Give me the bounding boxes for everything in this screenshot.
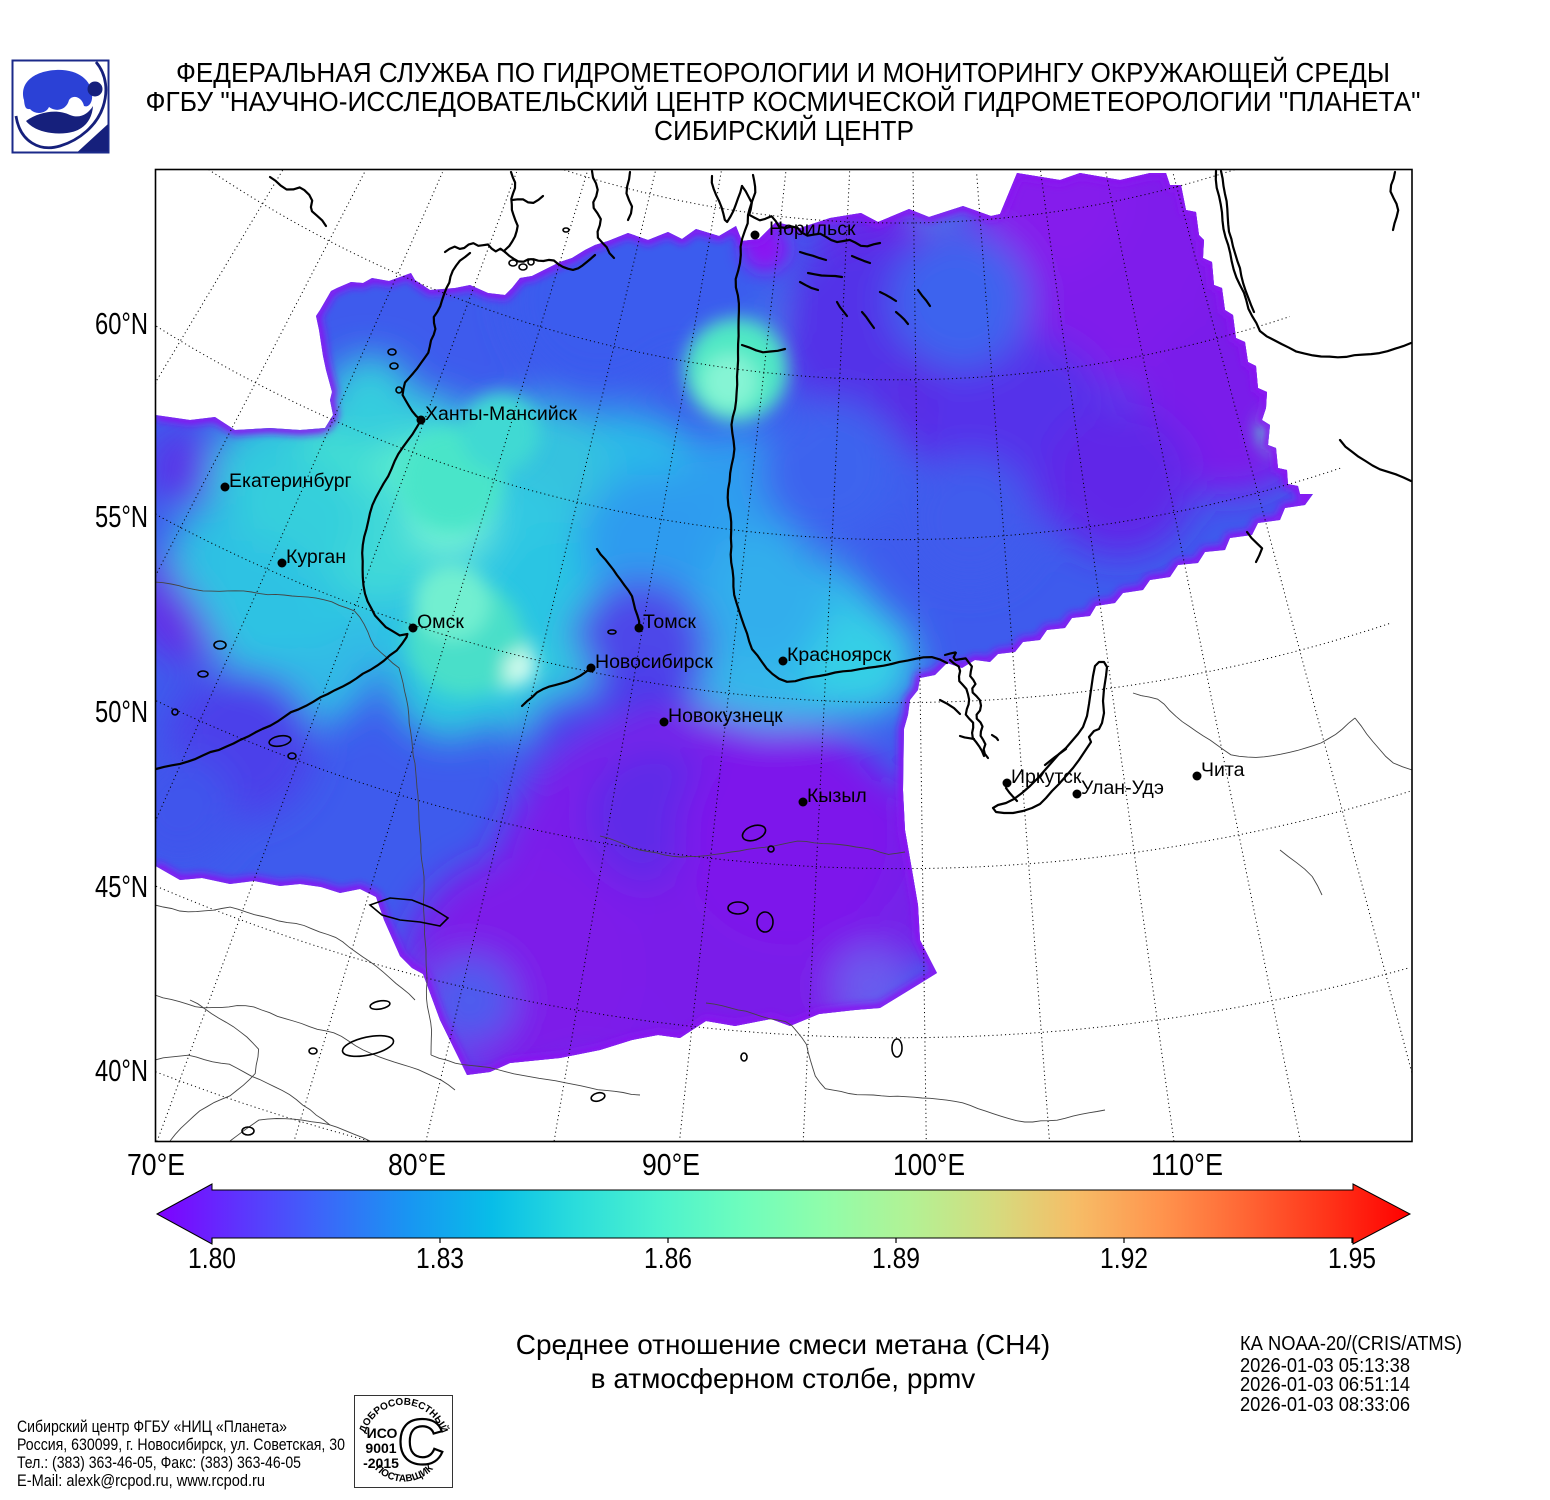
svg-text:C: C xyxy=(398,1406,444,1478)
svg-text:45°N: 45°N xyxy=(95,869,148,904)
svg-text:Иркутск: Иркутск xyxy=(1011,766,1082,788)
svg-text:100°E: 100°E xyxy=(893,1147,965,1182)
svg-text:Улан-Удэ: Улан-Удэ xyxy=(1081,777,1164,799)
svg-text:55°N: 55°N xyxy=(95,499,148,534)
svg-text:2026-01-03 06:51:14: 2026-01-03 06:51:14 xyxy=(1240,1373,1410,1396)
svg-text:Курган: Курган xyxy=(286,546,346,568)
svg-text:в атмосферном столбе, ppmv: в атмосферном столбе, ppmv xyxy=(591,1363,976,1394)
svg-text:СИБИРСКИЙ ЦЕНТР: СИБИРСКИЙ ЦЕНТР xyxy=(654,115,914,146)
svg-text:40°N: 40°N xyxy=(95,1053,148,1088)
svg-text:Новосибирск: Новосибирск xyxy=(595,651,713,673)
svg-text:1.89: 1.89 xyxy=(872,1243,920,1275)
svg-text:2026-01-03 08:33:06: 2026-01-03 08:33:06 xyxy=(1240,1393,1410,1416)
svg-text:Екатеринбург: Екатеринбург xyxy=(229,470,352,492)
svg-text:ИСО: ИСО xyxy=(367,1425,398,1441)
svg-text:Норильск: Норильск xyxy=(769,218,856,240)
svg-text:Среднее отношение смеси метана: Среднее отношение смеси метана (CH4) xyxy=(516,1329,1050,1360)
svg-text:70°E: 70°E xyxy=(127,1147,185,1182)
svg-text:50°N: 50°N xyxy=(95,694,148,729)
svg-text:Ханты-Мансийск: Ханты-Мансийск xyxy=(425,403,577,425)
svg-text:КА NOAA-20/(CRIS/ATMS): КА NOAA-20/(CRIS/ATMS) xyxy=(1240,1332,1462,1355)
svg-text:2026-01-03 05:13:38: 2026-01-03 05:13:38 xyxy=(1240,1354,1410,1377)
svg-text:60°N: 60°N xyxy=(95,306,148,341)
svg-text:Омск: Омск xyxy=(417,611,464,633)
svg-text:Новокузнецк: Новокузнецк xyxy=(668,705,783,727)
svg-text:80°E: 80°E xyxy=(388,1147,446,1182)
svg-text:1.92: 1.92 xyxy=(1100,1243,1148,1275)
svg-text:Томск: Томск xyxy=(643,611,696,633)
svg-text:Красноярск: Красноярск xyxy=(787,644,892,666)
svg-text:E-Mail: alexk@rcpod.ru, www.rc: E-Mail: alexk@rcpod.ru, www.rcpod.ru xyxy=(17,1472,265,1490)
svg-text:Россия, 630099, г. Новосибирск: Россия, 630099, г. Новосибирск, ул. Сове… xyxy=(17,1436,345,1454)
svg-text:1.80: 1.80 xyxy=(188,1243,236,1275)
svg-text:9001: 9001 xyxy=(365,1440,396,1456)
svg-text:ФЕДЕРАЛЬНАЯ СЛУЖБА ПО ГИДРОМЕТ: ФЕДЕРАЛЬНАЯ СЛУЖБА ПО ГИДРОМЕТЕОРОЛОГИИ … xyxy=(176,57,1390,88)
svg-text:90°E: 90°E xyxy=(642,1147,700,1182)
svg-text:Тел.: (383) 363-46-05, Факс: (: Тел.: (383) 363-46-05, Факс: (383) 363-4… xyxy=(17,1454,301,1472)
svg-text:Сибирский центр ФГБУ «НИЦ «Пла: Сибирский центр ФГБУ «НИЦ «Планета» xyxy=(17,1418,287,1436)
svg-text:1.83: 1.83 xyxy=(416,1243,464,1275)
svg-text:1.95: 1.95 xyxy=(1328,1243,1376,1275)
svg-text:Чита: Чита xyxy=(1201,759,1245,781)
svg-text:-2015: -2015 xyxy=(363,1455,399,1471)
svg-text:ФГБУ "НАУЧНО-ИССЛЕДОВАТЕЛЬСКИЙ: ФГБУ "НАУЧНО-ИССЛЕДОВАТЕЛЬСКИЙ ЦЕНТР КОС… xyxy=(146,86,1421,117)
svg-text:1.86: 1.86 xyxy=(644,1243,692,1275)
svg-text:Кызыл: Кызыл xyxy=(807,785,867,807)
svg-text:110°E: 110°E xyxy=(1151,1147,1223,1182)
